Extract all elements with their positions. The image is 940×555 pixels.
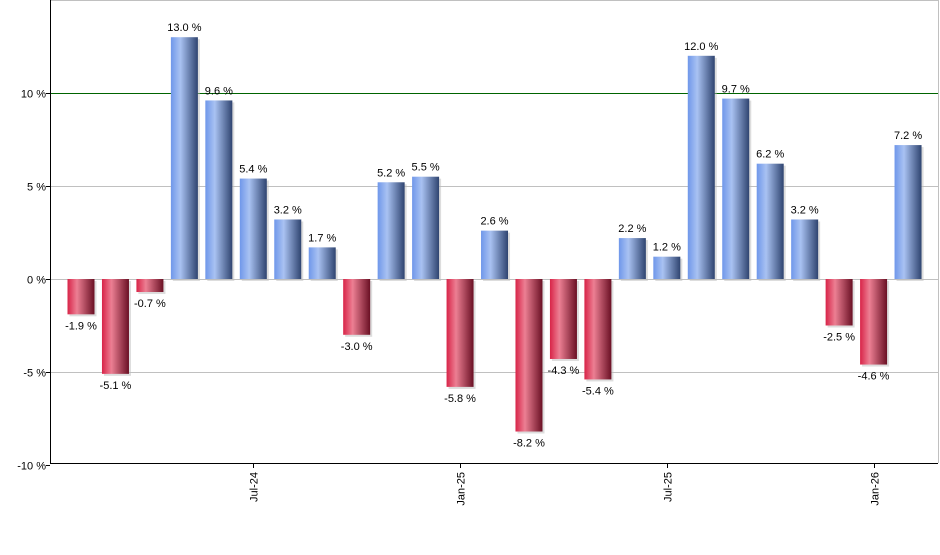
bar: [101, 279, 129, 374]
x-tick-label: Jan-25: [456, 472, 468, 506]
data-label: 6.2 %: [756, 149, 784, 161]
data-label: 2.2 %: [618, 223, 646, 235]
bar: [860, 279, 888, 365]
y-tick-label: -10 %: [17, 461, 46, 473]
bar: [894, 145, 922, 279]
data-label: 5.2 %: [377, 167, 405, 179]
x-tick-label: Jul-24: [249, 472, 261, 502]
data-label: -4.3 %: [548, 365, 580, 377]
data-label: 1.2 %: [653, 242, 681, 254]
data-label: 2.6 %: [480, 216, 508, 228]
data-label: 5.4 %: [239, 164, 267, 176]
bar: [239, 178, 267, 279]
data-label: 12.0 %: [684, 41, 718, 53]
bar: [825, 279, 853, 326]
data-label: -5.1 %: [100, 380, 132, 392]
y-tick-label: -5 %: [23, 368, 46, 380]
bar: [136, 279, 164, 293]
bar: [584, 279, 612, 380]
bar: [343, 279, 371, 335]
data-label: -5.4 %: [582, 385, 614, 397]
bar: [377, 182, 405, 279]
bar: [481, 230, 509, 279]
bar: [205, 100, 233, 279]
bar: [653, 256, 681, 279]
x-tick-label: Jan-26: [870, 472, 882, 506]
data-label: 7.2 %: [894, 130, 922, 142]
bar: [515, 279, 543, 432]
bar: [791, 219, 819, 279]
bar: [756, 163, 784, 279]
data-label: 9.6 %: [205, 85, 233, 97]
data-label: -0.7 %: [134, 298, 166, 310]
bar: [170, 37, 198, 280]
bar: [308, 247, 336, 279]
bar: [687, 55, 715, 279]
data-label: -1.9 %: [65, 320, 97, 332]
y-tick-label: 5 %: [27, 182, 46, 194]
bar: [618, 238, 646, 279]
data-label: 1.7 %: [308, 232, 336, 244]
data-label: -4.6 %: [858, 371, 890, 383]
bar: [412, 176, 440, 279]
bar: [549, 279, 577, 359]
data-label: -8.2 %: [513, 438, 545, 450]
y-tick-label: 10 %: [21, 89, 46, 101]
bar: [274, 219, 302, 279]
data-label: 5.5 %: [412, 162, 440, 174]
data-label: 13.0 %: [167, 22, 201, 34]
data-label: -2.5 %: [823, 332, 855, 344]
data-label: 3.2 %: [274, 204, 302, 216]
data-label: 3.2 %: [791, 204, 819, 216]
bar: [722, 98, 750, 279]
bar: [446, 279, 474, 387]
y-tick-label: 0 %: [27, 275, 46, 287]
data-label: -3.0 %: [341, 341, 373, 353]
data-label: 9.7 %: [722, 84, 750, 96]
data-label: -5.8 %: [444, 393, 476, 405]
x-tick-label: Jul-25: [663, 472, 675, 502]
bar: [67, 279, 95, 315]
